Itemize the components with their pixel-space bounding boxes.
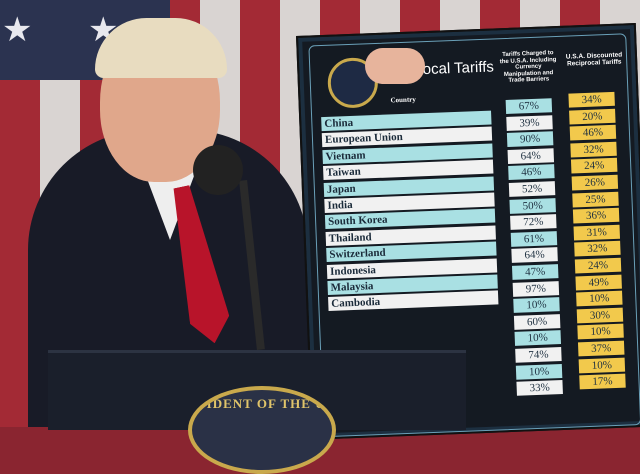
charged-value: 46% [508,164,555,181]
discounted-value: 31% [573,224,621,241]
discounted-value: 24% [570,158,618,174]
discounted-value: 20% [569,108,616,125]
charged-value: 90% [506,131,554,148]
discounted-value: 34% [568,91,615,108]
header-discounted: U.S.A. Discounted Reciprocal Tariffs [565,51,623,68]
charged-value: 67% [505,98,553,114]
discounted-value: 10% [578,357,626,373]
microphone [193,145,243,195]
discounted-value: 25% [572,191,619,208]
discounted-value: 46% [569,124,617,141]
speaker-hair [95,18,227,78]
discounted-value: 17% [579,373,626,390]
discounted-value: 32% [570,141,617,158]
podium-seal: SIDENT OF THE U [188,386,336,474]
country-list: China European Union Vietnam Taiwan Japan Ind… [321,110,499,314]
star-icon: ★ [2,12,33,49]
charged-value: 33% [516,380,563,396]
discounted-value: 36% [572,207,620,224]
charged-value: 64% [511,247,558,264]
charged-value: 60% [513,313,561,330]
charged-value: 10% [513,297,560,313]
charged-value: 47% [511,264,559,280]
discounted-value: 10% [577,323,624,340]
discounted-value: 49% [575,274,622,290]
charged-value: 50% [509,197,556,214]
charged-value: 10% [515,363,563,380]
charged-value: 64% [507,147,555,164]
discounted-value: 24% [574,257,622,274]
charged-value: 52% [508,181,556,197]
charged-value: 61% [510,230,558,247]
discounted-value: 32% [574,241,621,257]
charged-value: 10% [514,330,562,347]
charged-value: 39% [506,114,553,131]
header-charged: Tariffs Charged to the U.S.A. Including … [499,50,557,85]
hand [365,48,425,84]
discounted-value: 10% [576,290,623,307]
discounted-value: 37% [577,340,625,357]
discounted-value: 30% [576,307,624,324]
discounted-value: 26% [571,174,619,191]
charged-value: 74% [515,346,562,363]
charged-value: 72% [510,214,557,231]
charged-value: 97% [512,280,560,297]
header-country: Country [390,95,416,105]
